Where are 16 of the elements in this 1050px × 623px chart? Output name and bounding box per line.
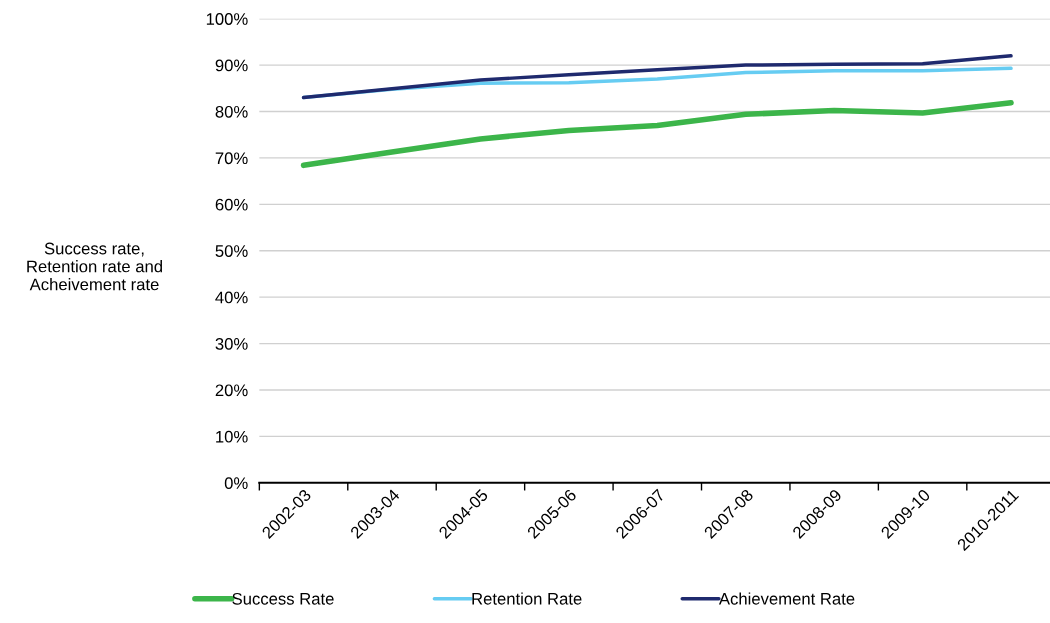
y-tick-label: 90%: [215, 59, 248, 72]
legend-label: Success Rate: [232, 592, 334, 605]
y-tick-label: 30%: [215, 337, 248, 350]
legend-label: Achievement Rate: [718, 592, 855, 605]
y-tick-label: 60%: [215, 198, 248, 211]
y-tick-label: 0%: [224, 477, 248, 490]
y-axis-title: Success rate, Retention rate and Acheivement rate: [27, 242, 162, 291]
line-series: [301, 54, 1013, 100]
y-tick-label: 40%: [215, 291, 248, 304]
y-tick-label: 100%: [206, 13, 248, 25]
y-tick-label: 70%: [215, 152, 248, 165]
legend-label: Retention Rate: [472, 592, 582, 605]
y-tick-label: 50%: [215, 245, 248, 257]
y-tick-label: 20%: [215, 384, 248, 397]
y-tick-label: 10%: [216, 430, 248, 443]
y-tick-label: 80%: [215, 105, 248, 118]
